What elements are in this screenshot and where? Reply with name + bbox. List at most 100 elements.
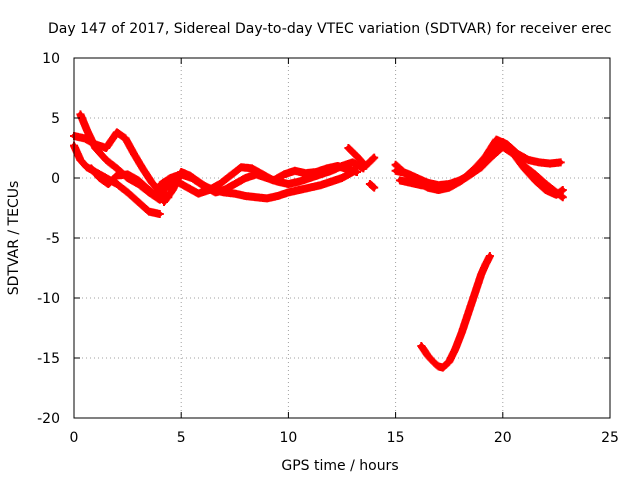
data-point [547,161,553,167]
data-point [103,157,109,163]
data-point [431,360,437,366]
x-tick-label: 15 [387,430,405,446]
data-point [414,175,420,181]
series-track-9 [365,180,379,192]
data-point [408,180,414,186]
data-point [292,168,298,174]
data-point [249,165,255,171]
data-point [200,182,206,188]
data-point [189,175,195,181]
data-point [146,187,152,193]
data-point [105,181,111,187]
data-point [536,159,542,165]
data-point [232,191,238,197]
data-point [163,185,169,191]
data-point [264,195,270,201]
data-point [185,185,191,191]
y-axis-label: SDTVAR / TECUs [6,181,22,296]
data-point [232,181,238,187]
data-point [350,169,356,175]
data-point [243,175,248,181]
data-point [307,185,313,191]
x-tick-label: 20 [494,430,512,446]
y-tick-label: 10 [42,51,60,67]
data-point [403,170,409,176]
data-point [114,173,120,179]
data-point [296,187,302,193]
data-point [543,187,549,193]
data-point [345,145,351,151]
data-point [440,365,446,371]
data-point [238,164,244,170]
data-point [526,157,531,163]
data-point [425,180,431,186]
data-point [532,177,538,183]
data-point [303,170,309,176]
data-point [457,177,463,183]
data-point [296,179,302,185]
axis-ticks: 0 5 10 15 20 25 -20 -15 -10 -5 0 5 10 [37,51,619,446]
data-point [478,164,484,170]
data-point [318,182,324,188]
series-track-13 [417,252,494,372]
data-point [511,151,516,157]
data-point [285,181,291,187]
data-point [558,159,564,165]
data-point [168,175,173,181]
data-point [281,171,287,177]
y-tick-label: 5 [51,111,60,127]
data-point [418,343,424,349]
y-tick-label: -5 [46,231,60,247]
data-point [367,181,373,187]
data-point [487,253,493,259]
data-point [489,153,495,159]
data-point [483,261,489,267]
data-point [560,187,566,193]
data-point [140,165,146,171]
x-tick-label: 5 [177,430,186,446]
series-track-12 [391,142,567,199]
data-point [446,181,452,187]
data-point [553,192,559,198]
data-point [178,171,184,177]
data-point [82,135,88,141]
data-point [493,137,499,143]
data-point [125,189,131,195]
data-point [253,171,259,177]
data-point [157,211,163,217]
data-point [77,111,83,117]
data-point [371,185,377,191]
data-point [393,162,399,168]
data-point [328,168,334,174]
data-point [521,165,527,171]
data-point [146,209,152,215]
data-point [472,290,478,296]
data-point [328,179,334,185]
data-point [88,165,94,171]
data-point [425,353,431,359]
data-point [125,171,131,177]
data-point [210,187,216,193]
data-point [221,189,227,195]
series-track-7 [155,168,357,203]
x-tick-label: 25 [601,430,619,446]
data-point [275,179,281,185]
series-track-4 [87,164,164,204]
data-point [228,173,233,179]
data-point [371,155,377,161]
data-marks [70,110,567,372]
data-point [77,157,83,163]
y-tick-label: -15 [37,351,60,367]
data-point [500,144,506,150]
series-track-8 [344,144,379,170]
data-point [339,175,345,181]
data-point [436,363,441,369]
data-point [253,194,259,200]
data-point [92,141,98,147]
data-point [135,199,141,205]
data-point [123,135,128,141]
y-tick-label: 0 [51,171,60,187]
data-point [170,187,176,193]
data-point [436,182,441,188]
data-point [103,145,109,151]
